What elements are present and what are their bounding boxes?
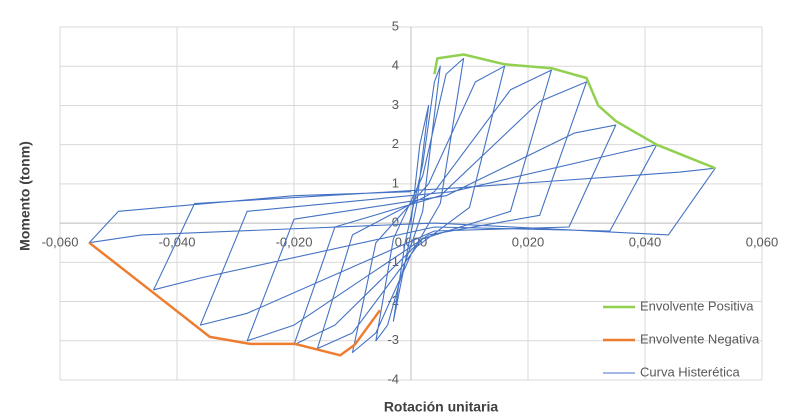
series-line <box>433 53 716 170</box>
x-tick-label: -0,060 <box>42 235 79 250</box>
y-tick-label: -2 <box>387 293 399 308</box>
y-tick-label: 0 <box>392 215 399 230</box>
series-line <box>88 57 716 354</box>
legend-label: Curva Histerética <box>640 364 740 379</box>
x-axis-title: Rotación unitaria <box>384 399 499 415</box>
y-tick-label: -1 <box>387 254 399 269</box>
y-tick-label: -4 <box>387 371 399 386</box>
y-axis-title: Momento (tonm) <box>17 141 33 251</box>
y-tick-label: 2 <box>392 136 399 151</box>
y-tick-label: 5 <box>392 18 399 33</box>
x-tick-label: 0,060 <box>746 235 779 250</box>
x-tick-label: 0,040 <box>629 235 662 250</box>
series-line <box>88 241 382 357</box>
y-tick-label: 4 <box>392 58 399 73</box>
x-tick-label: -0,020 <box>276 235 313 250</box>
y-tick-label: 3 <box>392 97 399 112</box>
legend-label: Envolvente Negativa <box>640 331 760 346</box>
y-tick-label: -3 <box>387 332 399 347</box>
x-tick-label: 0,020 <box>512 235 545 250</box>
y-tick-label: 1 <box>392 175 399 190</box>
x-tick-label: -0,040 <box>159 235 196 250</box>
legend-label: Envolvente Positiva <box>640 298 754 313</box>
